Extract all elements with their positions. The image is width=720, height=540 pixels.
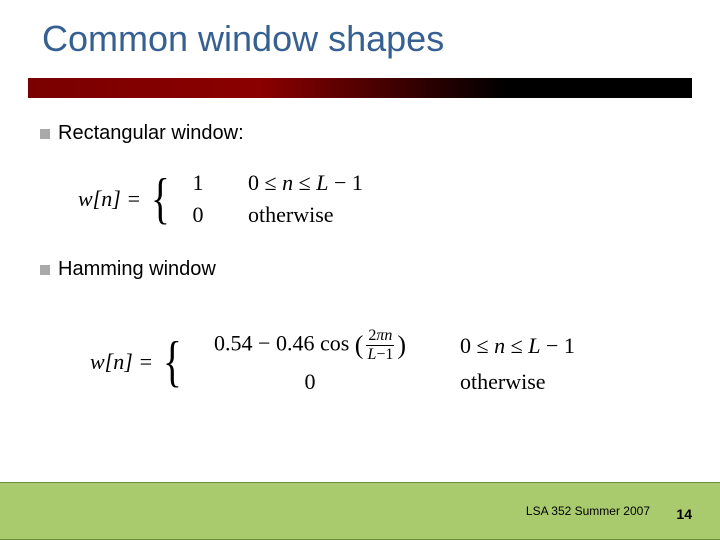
case-row: 0 otherwise (190, 369, 575, 395)
case-condition: 0 ≤ n ≤ L − 1 (248, 170, 363, 196)
case-condition: 0 ≤ n ≤ L − 1 (460, 333, 575, 359)
bullet-icon (40, 129, 50, 139)
bullet-icon (40, 265, 50, 275)
footer-text: LSA 352 Summer 2007 (526, 504, 650, 518)
brace-icon: { (163, 334, 182, 390)
frac-den: L−1 (365, 346, 395, 363)
page-title: Common window shapes (42, 18, 444, 60)
formula-rectangular: w[n] = { 1 0 ≤ n ≤ L − 1 0 otherwise (78, 170, 363, 228)
formula-hamming: w[n] = { 0.54 − 0.46 cos ( 2πn L−1 ) 0 ≤… (90, 328, 575, 395)
bullet-label: Rectangular window: (58, 122, 244, 145)
coef-b: 0.46 (276, 331, 315, 356)
case-value: 1 (178, 170, 218, 196)
case-value: 0.54 − 0.46 cos ( 2πn L−1 ) (190, 328, 430, 363)
bullet-rectangular: Rectangular window: (40, 122, 244, 145)
slide-number: 14 (676, 506, 692, 522)
cases: 0.54 − 0.46 cos ( 2πn L−1 ) 0 ≤ n ≤ L − … (190, 328, 575, 395)
fraction: 2πn L−1 (365, 328, 395, 363)
cases: 1 0 ≤ n ≤ L − 1 0 otherwise (178, 170, 363, 228)
case-condition: otherwise (460, 369, 546, 395)
bullet-label: Hamming window (58, 258, 216, 281)
divider (28, 78, 692, 98)
case-row: 1 0 ≤ n ≤ L − 1 (178, 170, 363, 196)
footer: LSA 352 Summer 2007 (0, 482, 720, 540)
formula-lhs: w[n] = (78, 186, 141, 212)
coef-a: 0.54 (214, 331, 253, 356)
brace-icon: { (151, 171, 170, 227)
frac-num: 2πn (366, 328, 394, 346)
formula-lhs: w[n] = (90, 349, 153, 375)
case-value: 0 (190, 369, 430, 395)
case-row: 0 otherwise (178, 202, 363, 228)
case-condition: otherwise (248, 202, 334, 228)
bullet-hamming: Hamming window (40, 258, 216, 281)
case-row: 0.54 − 0.46 cos ( 2πn L−1 ) 0 ≤ n ≤ L − … (190, 328, 575, 363)
slide: Common window shapes Rectangular window:… (0, 0, 720, 540)
case-value: 0 (178, 202, 218, 228)
